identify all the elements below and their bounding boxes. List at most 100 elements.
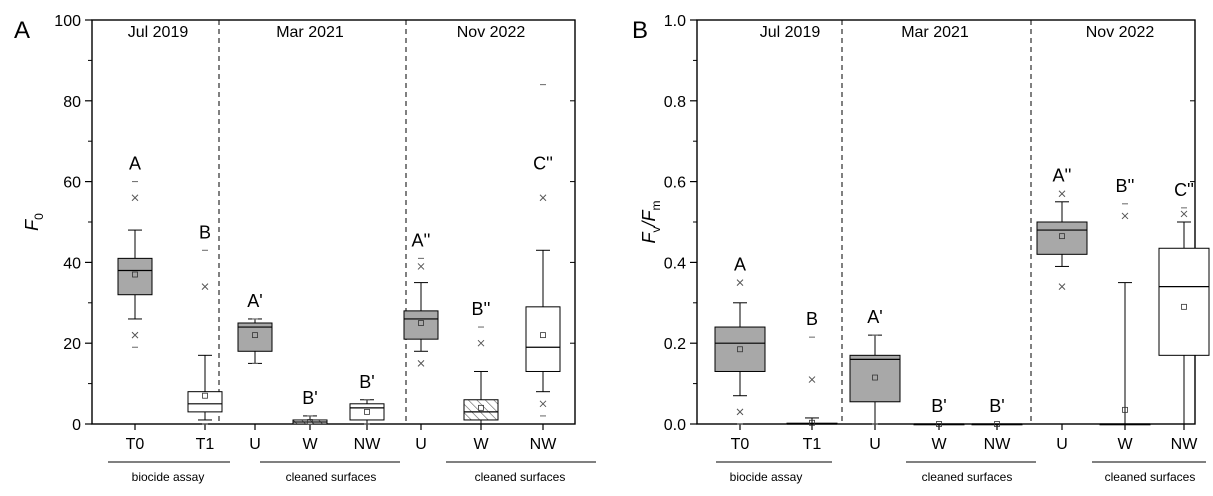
y-tick-label: 20 (63, 336, 81, 353)
mean-marker (936, 421, 942, 427)
mean-marker (418, 320, 424, 326)
box (1036, 221, 1088, 255)
box-plot-nw: B' (971, 396, 1023, 427)
outlier-marker (1058, 283, 1066, 290)
y-axis-label-sub: v (649, 227, 663, 233)
box (237, 322, 273, 352)
plot-frame (91, 19, 576, 425)
outlier-marker (1180, 210, 1188, 218)
significance-letter: B'' (1116, 176, 1135, 196)
box (1158, 247, 1210, 356)
mean-marker (252, 332, 258, 339)
plot-frame (696, 19, 1196, 425)
mean-marker (737, 346, 743, 353)
significance-letter: A (734, 255, 746, 275)
outlier-marker (1058, 190, 1066, 198)
box (349, 403, 385, 421)
outlier-marker (417, 360, 425, 367)
box-plot-nw: C'' (525, 84, 561, 417)
group-label: biocide assay (132, 470, 205, 484)
box-plot-w: B' (292, 388, 328, 425)
y-tick-label: 80 (63, 94, 81, 111)
mean-marker (994, 421, 1000, 427)
y-tick-label: 0.6 (664, 175, 686, 192)
group-label: cleaned surfaces (922, 470, 1013, 484)
mean-marker (202, 392, 208, 399)
box (403, 310, 439, 340)
x-tick-label: W (931, 436, 947, 453)
significance-letter: B' (931, 396, 946, 416)
y-tick-label: 60 (63, 175, 81, 192)
significance-letter: A'' (412, 230, 431, 250)
x-tick-label: W (302, 436, 318, 453)
box-plot-w: B'' (463, 299, 499, 425)
period-label: Mar 2021 (276, 24, 344, 41)
group-label: cleaned surfaces (286, 470, 377, 484)
x-tick-label: NW (354, 436, 382, 453)
panel-label: A (14, 17, 30, 44)
significance-letter: B (199, 222, 211, 242)
outlier-marker (539, 194, 547, 202)
mean-marker (1122, 406, 1128, 413)
outlier-marker (417, 263, 425, 270)
significance-letter: B' (302, 388, 317, 408)
y-axis-label-sub2: m (649, 201, 663, 211)
mean-marker (540, 332, 546, 339)
group-label: biocide assay (730, 470, 803, 484)
mean-marker (1181, 303, 1187, 310)
outlier-marker (201, 283, 209, 290)
significance-letter: B'' (472, 299, 491, 319)
x-tick-label: U (249, 436, 261, 453)
y-axis-label-main: F (639, 232, 659, 244)
outlier-marker (131, 194, 139, 202)
significance-letter: C'' (1174, 180, 1194, 200)
box (463, 399, 499, 421)
outlier-marker (808, 376, 816, 383)
box-plot-t0: A (117, 154, 153, 348)
box-plot-u: A' (237, 291, 273, 364)
box (714, 326, 766, 372)
x-tick-label: NW (1171, 436, 1199, 453)
mean-marker (132, 271, 138, 278)
y-axis-label-mid: /F (639, 209, 659, 228)
period-label: Jul 2019 (128, 24, 189, 41)
significance-letter: A'' (1053, 166, 1072, 186)
x-tick-label: U (1056, 436, 1068, 453)
y-axis-label: F0 (22, 213, 46, 231)
panel-label: B (632, 17, 648, 44)
y-tick-label: 1.0 (664, 13, 686, 30)
significance-letter: A' (867, 307, 882, 327)
x-tick-label: NW (984, 436, 1012, 453)
box-plot-t1: B (786, 309, 838, 426)
box (117, 257, 153, 296)
box-plot-nw: B' (349, 372, 385, 425)
significance-letter: B (806, 309, 818, 329)
outlier-marker (477, 339, 485, 347)
x-tick-label: NW (530, 436, 558, 453)
y-tick-label: 100 (54, 13, 81, 30)
y-tick-label: 0 (72, 417, 81, 434)
box (849, 354, 901, 403)
box-plot-w: B' (913, 396, 965, 427)
outlier-marker (736, 279, 744, 286)
y-tick-label: 0.2 (664, 336, 686, 353)
y-axis-label-sub: 0 (32, 213, 46, 220)
period-label: Nov 2022 (457, 24, 526, 41)
outlier-marker (131, 331, 139, 339)
box-plot-u: A'' (403, 230, 439, 367)
x-tick-label: W (473, 436, 489, 453)
panel-b: 0.0 0.2 0.4 0.6 0.8 1.0 B Fv/Fm Jul 2019 biocide … (632, 13, 1210, 484)
box (525, 306, 561, 372)
period-label: Mar 2021 (901, 24, 969, 41)
x-tick-label: T1 (803, 436, 822, 453)
box-plot-u: A' (849, 307, 901, 425)
y-tick-label: 0.8 (664, 94, 686, 111)
outlier-marker (1121, 212, 1129, 220)
outlier-marker (539, 400, 547, 408)
y-axis-label-main: F (22, 219, 42, 231)
x-tick-label: W (1117, 436, 1133, 453)
period-label: Nov 2022 (1086, 24, 1155, 41)
box-plot-t0: A (714, 255, 766, 425)
